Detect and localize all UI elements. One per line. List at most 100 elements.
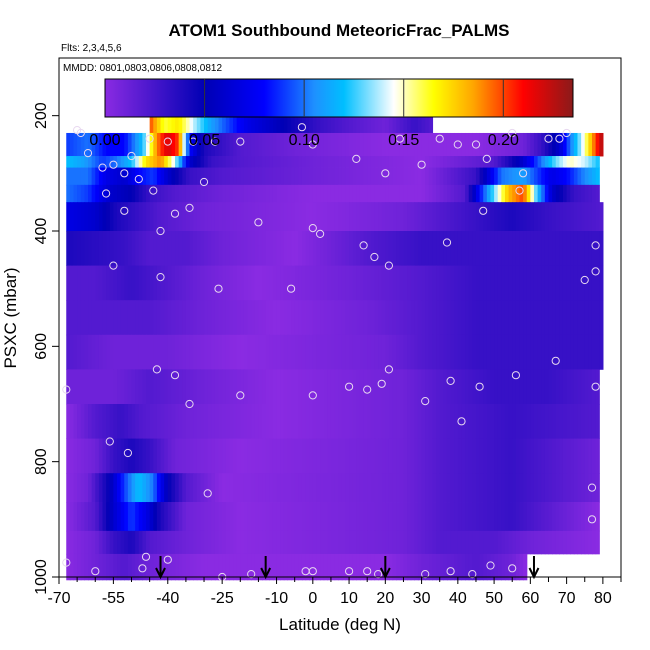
y-tick-label: 200 bbox=[33, 102, 50, 129]
heatmap-cell bbox=[272, 231, 278, 266]
heatmap-cell bbox=[544, 502, 550, 532]
observation-point bbox=[308, 224, 317, 233]
heatmap-cell bbox=[207, 334, 212, 370]
heatmap-cell bbox=[240, 530, 245, 555]
heatmap-cell bbox=[483, 265, 488, 301]
heatmap-cell bbox=[243, 132, 249, 157]
heatmap-cell bbox=[559, 404, 564, 439]
heatmap-cell bbox=[504, 530, 510, 555]
heatmap-cell bbox=[135, 132, 140, 157]
heatmap-cell bbox=[410, 553, 415, 581]
heatmap-cell bbox=[537, 231, 542, 266]
heatmap-cell bbox=[77, 530, 82, 555]
heatmap-cell bbox=[428, 334, 434, 370]
heatmap-cell bbox=[330, 231, 336, 266]
heatmap-cell bbox=[552, 156, 557, 168]
heatmap-cell bbox=[265, 404, 270, 439]
heatmap-cell bbox=[309, 404, 314, 439]
heatmap-cell bbox=[439, 404, 444, 439]
heatmap-cell bbox=[584, 530, 589, 555]
heatmap-cell bbox=[247, 404, 252, 439]
heatmap-cell bbox=[417, 438, 423, 474]
heatmap-cell bbox=[595, 502, 600, 532]
heatmap-cell bbox=[497, 404, 502, 439]
heatmap-cell bbox=[410, 530, 415, 555]
observation-point bbox=[519, 169, 528, 178]
heatmap-cell bbox=[323, 167, 328, 186]
heatmap-cell bbox=[120, 132, 125, 157]
heatmap-cell bbox=[392, 265, 397, 301]
heatmap-cell bbox=[66, 300, 71, 336]
heatmap-cell bbox=[512, 473, 517, 503]
heatmap-cell bbox=[399, 132, 405, 157]
heatmap-cell bbox=[388, 438, 394, 474]
heatmap-cell bbox=[142, 167, 147, 186]
observation-point bbox=[127, 151, 136, 161]
heatmap-cell bbox=[548, 156, 553, 168]
heatmap-cell bbox=[468, 300, 473, 336]
heatmap-cell bbox=[283, 334, 289, 370]
heatmap-cell bbox=[562, 300, 568, 336]
heatmap-cell bbox=[378, 184, 383, 203]
heatmap-cell bbox=[153, 438, 158, 474]
heatmap-cell bbox=[254, 132, 260, 157]
heatmap-cell bbox=[102, 473, 107, 503]
heatmap-cell bbox=[178, 334, 183, 370]
heatmap-cell bbox=[160, 369, 165, 405]
heatmap-cell bbox=[218, 300, 223, 336]
heatmap-cell bbox=[338, 369, 343, 405]
heatmap-cell bbox=[399, 300, 405, 336]
heatmap-cell bbox=[374, 184, 379, 203]
heatmap-cell bbox=[356, 132, 361, 157]
heatmap-cell bbox=[468, 404, 473, 439]
heatmap-cell bbox=[294, 231, 299, 266]
heatmap-cell bbox=[446, 502, 452, 532]
heatmap-cell bbox=[243, 438, 249, 474]
heatmap-cell bbox=[211, 502, 216, 532]
heatmap-cell bbox=[370, 132, 376, 157]
heatmap-cell bbox=[214, 502, 220, 532]
heatmap-cell bbox=[345, 132, 350, 157]
heatmap-cell bbox=[88, 530, 93, 555]
heatmap-cell bbox=[189, 202, 194, 232]
heatmap-cell bbox=[385, 404, 390, 439]
heatmap-cell bbox=[410, 502, 415, 532]
heatmap-cell bbox=[475, 530, 481, 555]
heatmap-cell bbox=[490, 265, 495, 301]
heatmap-cell bbox=[512, 300, 517, 336]
heatmap-cell bbox=[182, 156, 187, 168]
heatmap-cell bbox=[388, 184, 394, 203]
heatmap-cell bbox=[305, 104, 310, 134]
heatmap-cell bbox=[454, 202, 459, 232]
heatmap-cell bbox=[504, 369, 510, 405]
heatmap-cell bbox=[229, 530, 234, 555]
heatmap-cell bbox=[450, 265, 455, 301]
heatmap-cell bbox=[555, 473, 560, 503]
heatmap-cell bbox=[294, 502, 299, 532]
heatmap-cell bbox=[262, 167, 267, 186]
heatmap-cell bbox=[486, 438, 492, 474]
heatmap-cell bbox=[523, 530, 528, 555]
heatmap-cell bbox=[66, 473, 71, 503]
heatmap-cell bbox=[378, 553, 383, 581]
heatmap-cell bbox=[519, 553, 524, 581]
heatmap-cell bbox=[327, 104, 332, 134]
heatmap-cell bbox=[573, 300, 579, 336]
observation-point bbox=[152, 365, 161, 374]
heatmap-cell bbox=[171, 300, 176, 336]
heatmap-cell bbox=[526, 530, 531, 555]
heatmap-cell bbox=[588, 167, 593, 186]
heatmap-cell bbox=[566, 265, 571, 301]
x-tick-label: -70 bbox=[47, 590, 70, 607]
heatmap-cell bbox=[363, 202, 368, 232]
heatmap-cell bbox=[504, 334, 510, 370]
heatmap-cell bbox=[276, 132, 281, 157]
heatmap-cell bbox=[287, 530, 292, 555]
heatmap-cell bbox=[102, 202, 107, 232]
heatmap-cell bbox=[178, 167, 183, 186]
heatmap-cell bbox=[276, 231, 281, 266]
heatmap-cell bbox=[164, 473, 169, 503]
heatmap-cell bbox=[312, 530, 318, 555]
heatmap-cell bbox=[486, 300, 492, 336]
heatmap-cell bbox=[207, 502, 212, 532]
